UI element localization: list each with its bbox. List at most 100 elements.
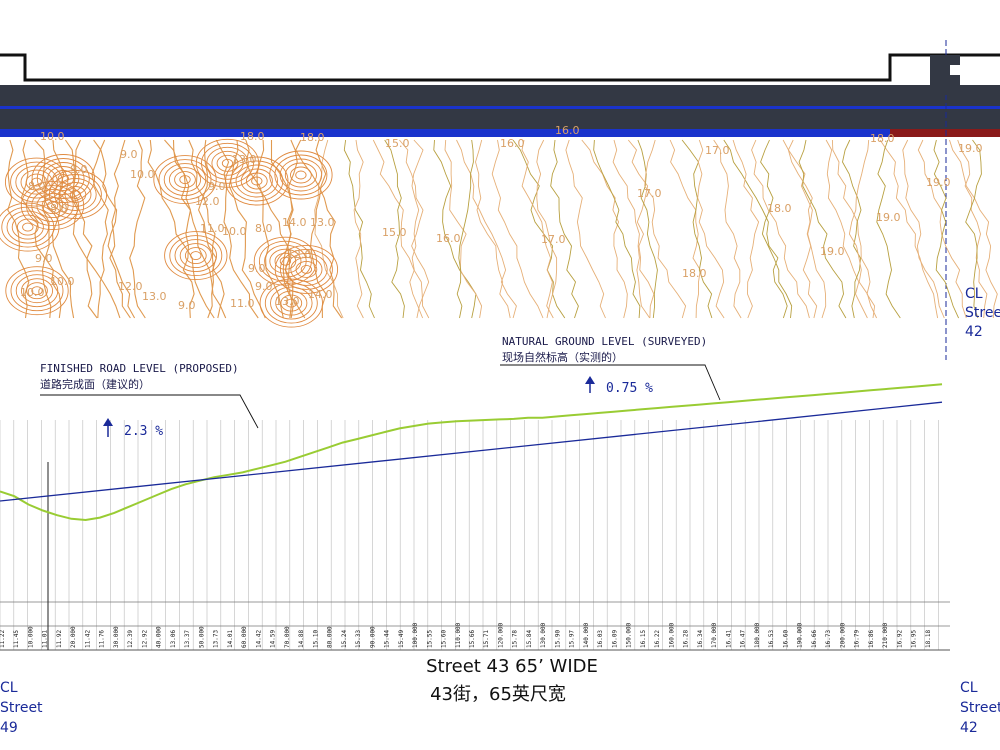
contour-ring: [48, 174, 102, 215]
chainage-label: 11.76: [99, 630, 106, 648]
contour-ring: [5, 266, 69, 316]
contour-ring: [240, 168, 273, 194]
cl-left-line1: CL: [0, 680, 18, 696]
contour-label: 13.0: [142, 290, 167, 303]
finished-road-line: [0, 401, 943, 502]
contour-ring: [190, 251, 202, 261]
cl-left-line2: Street: [0, 700, 43, 716]
chainage-label: 180.000: [754, 622, 761, 648]
contour-line: [536, 139, 558, 319]
chainage-label: 16.95: [911, 630, 918, 648]
contour-label: 8.0: [28, 180, 46, 193]
contour-ring: [174, 171, 196, 189]
contour-ring: [174, 239, 218, 273]
contour-labels: 10.09.010.09.013.08.08.09.012.011.010.0 8…: [20, 124, 983, 312]
contour-ring: [42, 162, 85, 195]
contour-ring: [179, 243, 212, 269]
contour-line: [295, 139, 343, 319]
contour-label: 11.0: [200, 222, 225, 235]
chainage-label: 200.000: [839, 622, 846, 648]
chainage-label: 11.01: [42, 630, 49, 648]
chainage-label: 15.84: [526, 630, 533, 648]
plan-view: 10.09.010.09.013.08.08.09.012.011.010.0 8…: [0, 40, 1000, 360]
contour-ring: [230, 160, 284, 202]
contour-label: 18.0: [870, 132, 895, 145]
contour-label: 9.0: [208, 180, 226, 193]
contour-ring: [179, 175, 191, 185]
cl-right-top-line1: CL: [965, 286, 983, 302]
chainage-label: 100.000: [412, 622, 419, 648]
contour-label: 19.0: [958, 142, 983, 155]
contour-label: 17.0: [705, 144, 730, 157]
grade-right-arrow-icon: [585, 376, 595, 393]
contour-line: [917, 139, 967, 319]
chainage-label: 120.000: [498, 622, 505, 648]
chainage-label: 16.60: [782, 630, 789, 648]
contour-label: 8.0: [50, 202, 68, 215]
contour-label: 9.0: [255, 280, 273, 293]
chainage-label: 20.000: [70, 626, 77, 648]
contour-line: [314, 139, 344, 319]
contour-line: [147, 139, 215, 319]
chainage-label: 15.33: [355, 630, 362, 648]
contour-ring: [274, 244, 339, 294]
chainage-label: 60.000: [241, 626, 248, 648]
contour-ring: [25, 173, 48, 191]
contour-ring: [184, 247, 207, 265]
chainage-label: 90.000: [369, 626, 376, 648]
chainage-label: 140.000: [583, 622, 590, 648]
contour-ring: [269, 248, 302, 274]
chainage-label: 160.000: [668, 622, 675, 648]
chainage-label: 14.59: [270, 630, 277, 648]
chainage-label: 130.000: [540, 622, 547, 648]
chainage-label: 15.90: [555, 630, 562, 648]
contour-line: [848, 139, 878, 319]
contour-line: [644, 139, 687, 319]
contour-ring: [264, 282, 318, 324]
contour-line: [565, 139, 606, 319]
contour-line: [949, 139, 998, 319]
cl-right-bottom-line1: CL: [960, 680, 978, 696]
contour-ring: [54, 178, 97, 211]
contour-label: 9.0: [35, 252, 53, 265]
contour-label: 14.0: [282, 216, 307, 229]
contour-line: [669, 139, 701, 319]
chainage-label: 110.000: [455, 622, 462, 648]
contour-ring: [295, 170, 307, 180]
natural-label-cn: 现场自然标高（实测的）: [502, 350, 623, 364]
chainage-label: 11.22: [0, 630, 6, 648]
contour-label: 15.0: [385, 137, 410, 150]
chainage-label: 50.000: [198, 626, 205, 648]
contour-label: 19.0: [820, 245, 845, 258]
contour-line: [732, 139, 760, 319]
contour-line: [245, 139, 284, 319]
contour-ring: [216, 154, 239, 172]
contour-line: [831, 139, 876, 319]
contour-label: 12.0: [287, 248, 312, 261]
natural-label-leader: [500, 364, 721, 401]
contour-ring: [64, 186, 87, 203]
contour-line: [456, 139, 474, 319]
chainage-label: 13.06: [170, 630, 177, 648]
chainage-label: 40.000: [156, 626, 163, 648]
contour-label: 10.0: [50, 275, 75, 288]
contour-line: [399, 139, 430, 319]
contour-ring: [16, 218, 39, 236]
contour-line: [64, 139, 121, 319]
contour-line: [787, 139, 818, 319]
chainage-label: 16.79: [854, 630, 861, 648]
chainage-label: 15.60: [441, 630, 448, 648]
chainage-label: 16.03: [597, 630, 604, 648]
contour-label: 8.0: [255, 222, 273, 235]
contour-ring: [284, 162, 317, 188]
contour-ring: [15, 274, 59, 308]
contour-label: 9.0: [248, 262, 266, 275]
contour-line: [902, 139, 945, 319]
contour-line: [876, 139, 901, 319]
contour-label: 11.0: [230, 297, 255, 310]
contour-label: 9.0: [178, 299, 196, 312]
contour-ring: [253, 236, 318, 286]
chainage-label: 70.000: [284, 626, 291, 648]
contour-ring: [201, 142, 254, 184]
contour-line: [581, 139, 628, 319]
